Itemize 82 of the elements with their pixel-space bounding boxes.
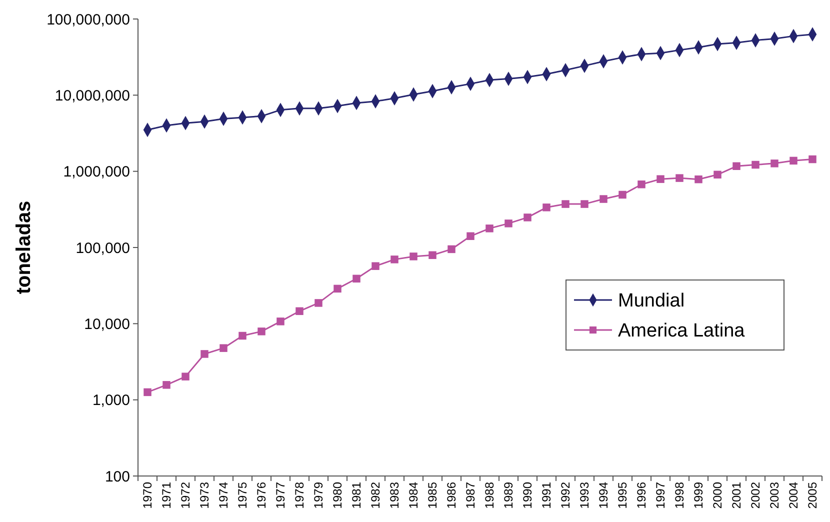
legend-label: Mundial bbox=[618, 290, 685, 312]
point bbox=[542, 204, 550, 212]
point bbox=[466, 232, 474, 240]
point bbox=[428, 251, 436, 260]
x-tick-label: 1971 bbox=[160, 482, 174, 509]
x-tick-label: 2003 bbox=[768, 482, 782, 509]
x-tick-label: 1979 bbox=[312, 482, 326, 509]
x-tick-label: 1988 bbox=[482, 482, 496, 509]
x-tick-label: 1974 bbox=[216, 482, 230, 509]
point bbox=[296, 307, 304, 316]
x-tick-label: 2005 bbox=[806, 482, 820, 509]
x-tick-label: 1993 bbox=[578, 482, 592, 509]
x-tick-label: 1981 bbox=[350, 482, 364, 509]
x-tick-label: 1970 bbox=[140, 482, 154, 509]
point bbox=[580, 200, 588, 208]
point bbox=[200, 350, 208, 358]
x-tick-label: 1994 bbox=[596, 482, 610, 509]
point bbox=[618, 190, 626, 199]
point bbox=[448, 245, 456, 254]
point bbox=[390, 256, 398, 264]
point bbox=[144, 388, 152, 396]
legend-label: America Latina bbox=[618, 320, 746, 342]
point bbox=[504, 220, 512, 228]
x-tick-label: 2002 bbox=[748, 482, 762, 509]
point bbox=[656, 175, 664, 183]
x-tick-label: 2004 bbox=[786, 482, 800, 509]
x-tick-label: 1992 bbox=[558, 482, 572, 509]
point bbox=[334, 284, 342, 293]
y-tick-label: 100 bbox=[104, 468, 130, 486]
x-tick-label: 1977 bbox=[274, 482, 288, 509]
point bbox=[562, 200, 570, 208]
x-tick-label: 1997 bbox=[654, 482, 668, 509]
y-tick-label: 100,000 bbox=[76, 240, 130, 257]
point bbox=[486, 224, 494, 232]
x-tick-label: 1982 bbox=[368, 482, 382, 509]
point bbox=[770, 160, 778, 168]
x-tick-label: 1976 bbox=[254, 482, 268, 509]
y-axis-title: toneladas bbox=[13, 200, 35, 294]
x-tick-label: 2000 bbox=[710, 482, 724, 509]
point bbox=[808, 155, 816, 164]
y-tick-label: 1,000,000 bbox=[63, 164, 130, 181]
point bbox=[258, 328, 266, 336]
point bbox=[790, 156, 798, 165]
point bbox=[638, 180, 646, 188]
y-tick-label: 100,000,000 bbox=[46, 11, 130, 28]
point bbox=[694, 175, 702, 184]
point bbox=[314, 299, 322, 307]
x-tick-label: 1999 bbox=[692, 482, 706, 509]
point bbox=[524, 214, 532, 222]
x-tick-label: 1995 bbox=[616, 482, 630, 509]
x-tick-label: 1980 bbox=[330, 482, 344, 509]
x-tick-label: 1989 bbox=[502, 482, 516, 509]
point bbox=[410, 252, 418, 260]
point bbox=[732, 162, 740, 170]
point bbox=[752, 160, 760, 169]
point bbox=[352, 274, 360, 283]
x-tick-label: 1984 bbox=[406, 482, 420, 509]
point bbox=[372, 262, 380, 270]
y-tick-label: 10,000 bbox=[84, 316, 130, 333]
x-tick-label: 1978 bbox=[292, 482, 306, 509]
point bbox=[238, 332, 246, 340]
point bbox=[162, 381, 170, 389]
point bbox=[676, 174, 684, 182]
y-tick-label: 1,000 bbox=[92, 392, 130, 410]
point bbox=[714, 170, 722, 179]
y-tick-label: 10,000,000 bbox=[54, 87, 130, 104]
x-tick-label: 1975 bbox=[236, 482, 250, 509]
x-tick-label: 1998 bbox=[672, 482, 686, 509]
x-tick-label: 1991 bbox=[540, 482, 554, 509]
x-tick-label: 2001 bbox=[730, 482, 744, 509]
x-tick-label: 1985 bbox=[426, 482, 440, 509]
point bbox=[600, 195, 608, 203]
x-tick-label: 1990 bbox=[520, 482, 534, 509]
x-tick-label: 1973 bbox=[198, 482, 212, 509]
point bbox=[182, 372, 190, 380]
x-tick-label: 1987 bbox=[464, 482, 478, 509]
point bbox=[220, 344, 228, 352]
x-tick-label: 1986 bbox=[444, 482, 458, 509]
x-tick-label: 1983 bbox=[388, 482, 402, 509]
x-tick-label: 1972 bbox=[178, 482, 192, 509]
x-tick-label: 1996 bbox=[634, 482, 648, 509]
point bbox=[276, 318, 284, 326]
